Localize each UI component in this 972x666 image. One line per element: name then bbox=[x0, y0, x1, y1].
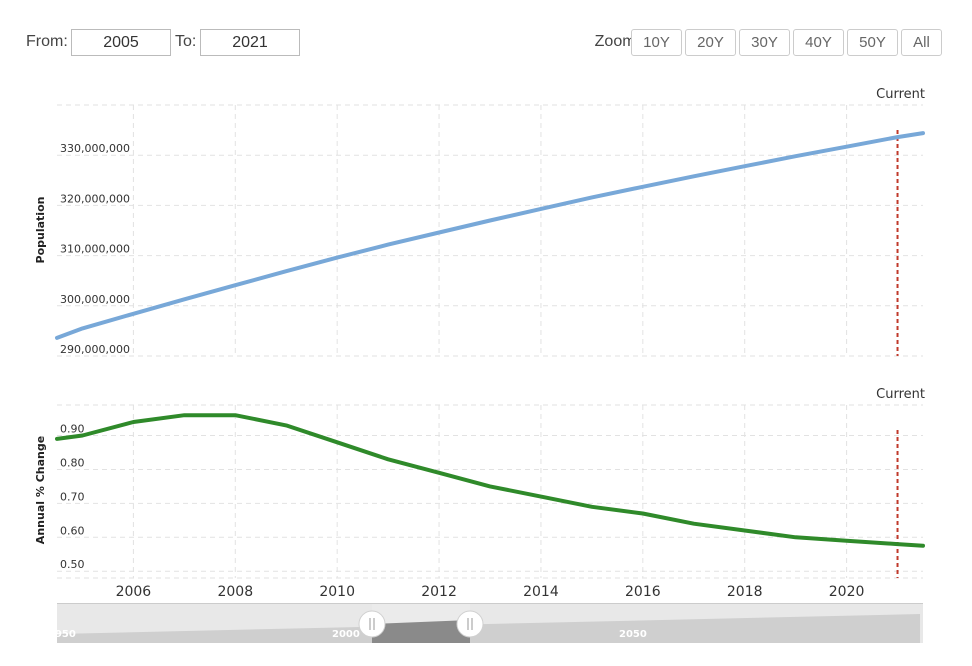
population-current-label: Current bbox=[876, 87, 925, 102]
population-current-marker: Current bbox=[876, 87, 925, 356]
x-tick-label: 2020 bbox=[829, 584, 865, 600]
annual-change-series[interactable] bbox=[55, 413, 925, 548]
x-tick-label: 2018 bbox=[727, 584, 763, 600]
annual-change-y-axis-label: Annual % Change bbox=[34, 436, 47, 544]
population-series-line[interactable] bbox=[55, 131, 925, 340]
x-tick-label: 2006 bbox=[116, 584, 152, 600]
population-y-tick-label: 290,000,000 bbox=[60, 343, 130, 356]
zoom-all-button[interactable]: All bbox=[901, 29, 942, 56]
to-label: To: bbox=[175, 33, 197, 50]
x-tick-label: 2010 bbox=[319, 584, 355, 600]
population-series[interactable] bbox=[55, 131, 925, 340]
range-navigator[interactable]: 1950 2000 2050 bbox=[48, 603, 923, 643]
annual-change-current-marker: Current bbox=[876, 387, 925, 578]
annual-change-grid bbox=[57, 404, 923, 579]
zoom-50y-button[interactable]: 50Y bbox=[847, 29, 898, 56]
annual-change-y-tick-label: 0.50 bbox=[60, 558, 85, 571]
zoom-40y-button[interactable]: 40Y bbox=[793, 29, 844, 56]
x-tick-label: 2008 bbox=[217, 584, 253, 600]
x-axis: 2006 2008 2010 2012 2014 2016 2018 2020 bbox=[116, 584, 865, 600]
population-grid bbox=[57, 104, 923, 357]
population-panel: 290,000,000 300,000,000 310,000,000 320,000… bbox=[34, 87, 925, 357]
annual-change-y-tick-label: 0.90 bbox=[60, 423, 85, 436]
navigator-handle-left[interactable] bbox=[358, 610, 386, 638]
zoom-20y-button[interactable]: 20Y bbox=[685, 29, 736, 56]
zoom-30y-button[interactable]: 30Y bbox=[739, 29, 790, 56]
navigator-area bbox=[57, 614, 920, 643]
annual-change-y-tick-label: 0.60 bbox=[60, 524, 85, 537]
population-y-tick-label: 310,000,000 bbox=[60, 243, 130, 256]
x-tick-label: 2012 bbox=[421, 584, 457, 600]
annual-change-y-axis: 0.50 0.60 0.70 0.80 0.90 bbox=[60, 423, 85, 572]
range-controls: From: 2005 To: 2021 Zoom: 10Y 20Y 30Y 40… bbox=[26, 29, 942, 56]
navigator-selected-area bbox=[372, 620, 470, 643]
annual-change-panel: 0.50 0.60 0.70 0.80 0.90 Annual % Change Cur… bbox=[34, 387, 925, 600]
annual-change-y-tick-label: 0.70 bbox=[60, 490, 85, 503]
population-y-tick-label: 320,000,000 bbox=[60, 192, 130, 205]
from-year-input[interactable]: 2005 bbox=[71, 29, 171, 56]
annual-change-y-tick-label: 0.80 bbox=[60, 456, 85, 469]
zoom-10y-button[interactable]: 10Y bbox=[631, 29, 682, 56]
population-y-tick-label: 300,000,000 bbox=[60, 293, 130, 306]
population-y-axis: 290,000,000 300,000,000 310,000,000 320,000… bbox=[60, 142, 130, 356]
to-year-input[interactable]: 2021 bbox=[200, 29, 300, 56]
navigator-handle-right[interactable] bbox=[456, 610, 484, 638]
zoom-label: Zoom: bbox=[594, 33, 640, 50]
navigator-label-2050: 2050 bbox=[619, 629, 647, 640]
from-label: From: bbox=[26, 33, 68, 50]
navigator-label-1950: 1950 bbox=[48, 629, 76, 640]
population-y-axis-label: Population bbox=[34, 197, 47, 264]
x-tick-label: 2016 bbox=[625, 584, 661, 600]
navigator-label-2000: 2000 bbox=[332, 629, 360, 640]
annual-change-series-line[interactable] bbox=[55, 413, 925, 548]
x-tick-label: 2014 bbox=[523, 584, 559, 600]
zoom-buttons: 10Y 20Y 30Y 40Y 50Y All bbox=[631, 29, 942, 56]
annual-change-current-label: Current bbox=[876, 387, 925, 402]
population-y-tick-label: 330,000,000 bbox=[60, 142, 130, 155]
